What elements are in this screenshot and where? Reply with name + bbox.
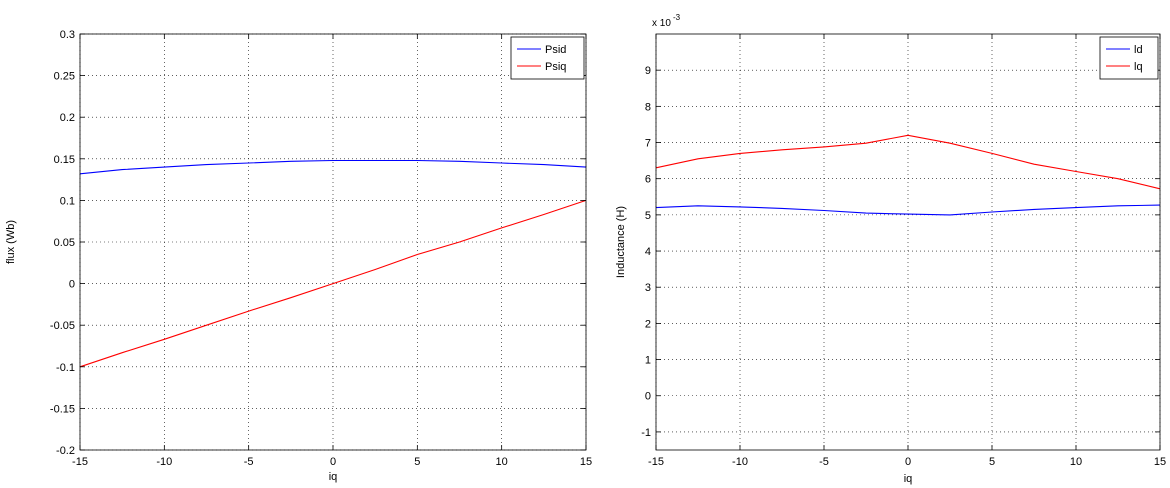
y-tick-label: 0.05 (54, 237, 75, 249)
series-line-psid (79, 159, 587, 175)
y-ticks: -1 0 1 2 3 4 5 6 7 8 9 (641, 65, 1160, 439)
x-tick-label: -10 (156, 456, 172, 468)
x-tick-label: -15 (72, 456, 88, 468)
series-line-lq (655, 134, 1161, 190)
y-tick-label: -0.1 (56, 362, 75, 374)
y-tick-label: 8 (645, 101, 651, 113)
x-tick-label: 0 (905, 456, 911, 468)
chart-1: -15 -10 -5 0 5 10 15 -0.2 -0.15 -0.1 -0.05 0 0.05 0.1… (5, 29, 592, 483)
legend-label-ld: ld (1134, 44, 1143, 56)
x-ticks: -15 -10 -5 0 5 10 15 (72, 34, 592, 468)
y-tick-label: 0.3 (60, 29, 75, 41)
x-tick-label: -15 (648, 456, 664, 468)
y-ticks: -0.2 -0.15 -0.1 -0.05 0 0.05 0.1 0.15 0.2 0.25 0.3 (50, 29, 586, 457)
y-tick-label: 0.15 (54, 154, 75, 166)
x-tick-label: 5 (989, 456, 995, 468)
y-tick-label: 9 (645, 65, 651, 77)
legend: ld lq (1099, 36, 1159, 80)
legend-box (510, 36, 585, 80)
series-line-psiq (79, 199, 587, 368)
y-tick-label: -0.15 (50, 403, 75, 415)
y-axis-label: flux (Wb) (5, 220, 17, 264)
y-tick-label: 0 (69, 279, 75, 291)
y-tick-label: 2 (645, 318, 651, 330)
y-tick-label: 1 (645, 355, 651, 367)
x-tick-label: 5 (414, 456, 420, 468)
y-tick-label: 0.25 (54, 71, 75, 83)
x-tick-label: 15 (1154, 456, 1166, 468)
x-tick-label: 0 (330, 456, 336, 468)
y-tick-label: 0.1 (60, 195, 75, 207)
y-axis-label: Inductance (H) (615, 206, 627, 278)
legend-label-lq: lq (1134, 61, 1143, 73)
y-scale-label: x 10 (652, 18, 671, 29)
x-tick-label: -5 (819, 456, 829, 468)
y-tick-label: 0 (645, 391, 651, 403)
x-tick-label: 10 (1070, 456, 1082, 468)
x-axis-label: iq (904, 473, 913, 485)
y-tick-label: 6 (645, 174, 651, 186)
legend-label-psid: Psid (545, 44, 566, 56)
x-tick-label: -10 (732, 456, 748, 468)
y-tick-label: 7 (645, 138, 651, 150)
legend: Psid Psiq (510, 36, 585, 80)
y-tick-label: -1 (641, 427, 651, 439)
legend-label-psiq: Psiq (545, 61, 566, 73)
y-tick-label: 3 (645, 282, 651, 294)
x-ticks: -15 -10 -5 0 5 10 15 (648, 34, 1166, 468)
x-tick-label: 10 (496, 456, 508, 468)
y-tick-label: 0.2 (60, 112, 75, 124)
y-scale-exponent: -3 (673, 13, 681, 22)
x-tick-label: 15 (580, 456, 592, 468)
legend-box (1099, 36, 1159, 80)
y-tick-label: -0.2 (56, 445, 75, 457)
x-tick-label: -5 (244, 456, 254, 468)
y-tick-label: -0.05 (50, 320, 75, 332)
x-axis-label: iq (329, 471, 338, 483)
series-line-ld (655, 204, 1161, 216)
y-tick-label: 5 (645, 210, 651, 222)
y-tick-label: 4 (645, 246, 651, 258)
